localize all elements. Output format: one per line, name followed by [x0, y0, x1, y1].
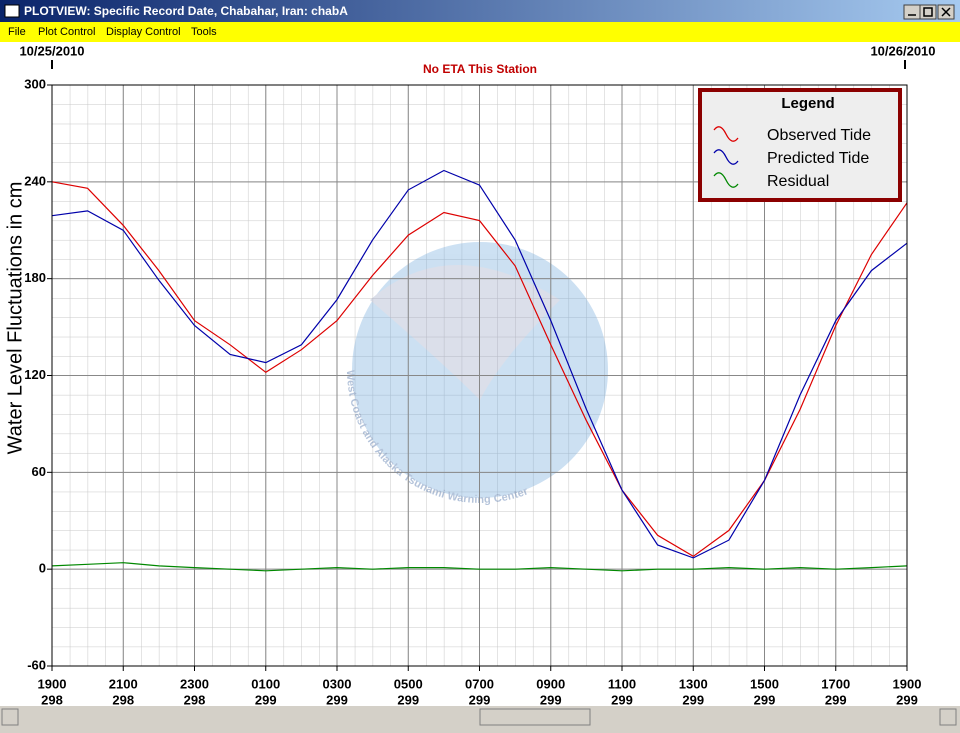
maximize[interactable]: [919, 4, 937, 20]
x-tick-day: 299: [326, 692, 348, 707]
menu: File Plot Control Display Control Tools: [8, 26, 217, 38]
y-axis-label: Water Level Fluctuations in cm: [4, 182, 26, 455]
y-tick-label: 180: [24, 270, 46, 285]
x-tick-day: 299: [682, 692, 704, 707]
scroll-right[interactable]: [939, 708, 957, 726]
x-tick-day: 298: [184, 692, 206, 707]
menu-bar: [0, 22, 960, 42]
x-tick-label: 1300: [679, 676, 708, 691]
x-tick-label: 1700: [821, 676, 850, 691]
menu-item[interactable]: Display Control: [106, 26, 181, 38]
x-tick-label: 1900: [38, 676, 67, 691]
x-tick-label: 1500: [750, 676, 779, 691]
x-tick-label: 0100: [251, 676, 280, 691]
x-tick-label: 1100: [608, 676, 636, 691]
date-end: 10/26/2010: [870, 43, 935, 58]
x-tick-day: 299: [469, 692, 491, 707]
title-bar: [0, 0, 960, 22]
y-tick-label: 240: [24, 173, 46, 188]
y-tick-label: 300: [24, 76, 46, 91]
x-tick-day: 299: [825, 692, 847, 707]
x-tick-day: 299: [754, 692, 776, 707]
x-tick-day: 299: [540, 692, 562, 707]
series-line: [51, 169, 908, 559]
legend-box: [698, 88, 902, 202]
minimize[interactable]: [903, 4, 921, 20]
x-tick-day: 299: [611, 692, 633, 707]
app-icon: [4, 4, 20, 18]
legend-swatch: [713, 172, 739, 188]
x-tick-day: 299: [397, 692, 419, 707]
x-tick-day: 299: [896, 692, 918, 707]
window-title: PLOTVIEW: Specific Record Date, Chabahar…: [24, 4, 348, 18]
watermark: West Coast and Alaska Tsunami Warning Ce…: [344, 242, 608, 506]
legend-title: Legend: [781, 95, 834, 112]
date-markers: [51, 60, 906, 69]
x-tick-day: 299: [255, 692, 277, 707]
legend-swatch: [713, 126, 739, 142]
x-tick-day: 298: [112, 692, 134, 707]
legend-label: Residual: [767, 173, 829, 190]
date-start: 10/25/2010: [19, 43, 84, 58]
x-tick-label: 0900: [536, 676, 565, 691]
legend-label: Observed Tide: [767, 127, 871, 144]
y-tick-label: 0: [39, 561, 46, 576]
window-controls: [903, 4, 955, 20]
x-tick-label: 0500: [394, 676, 423, 691]
y-tick-label: 60: [32, 464, 46, 479]
annotation: No ETA This Station: [423, 62, 537, 76]
x-tick-day: 298: [41, 692, 63, 707]
x-tick-label: 2300: [180, 676, 209, 691]
menu-item[interactable]: File: [8, 26, 26, 38]
y-tick-label: -60: [27, 657, 46, 672]
legend-label: Predicted Tide: [767, 150, 869, 167]
menu-item[interactable]: Tools: [191, 26, 217, 38]
menu-item[interactable]: Plot Control: [38, 26, 95, 38]
legend: Legend Observed Tide Predicted Tide Residu…: [698, 88, 902, 202]
x-tick-label: 1900: [893, 676, 922, 691]
plot-frame: [51, 84, 908, 667]
series-line: [51, 562, 908, 572]
x-tick-label: 0700: [465, 676, 494, 691]
scroll-thumb[interactable]: [479, 708, 591, 726]
x-tick-label: 0300: [323, 676, 352, 691]
x-tick-label: 2100: [109, 676, 138, 691]
plot: -600601201802403001900298210029823002980…: [24, 76, 921, 707]
y-tick-label: 120: [24, 367, 46, 382]
scroll-left[interactable]: [1, 708, 19, 726]
legend-swatch: [713, 149, 739, 165]
